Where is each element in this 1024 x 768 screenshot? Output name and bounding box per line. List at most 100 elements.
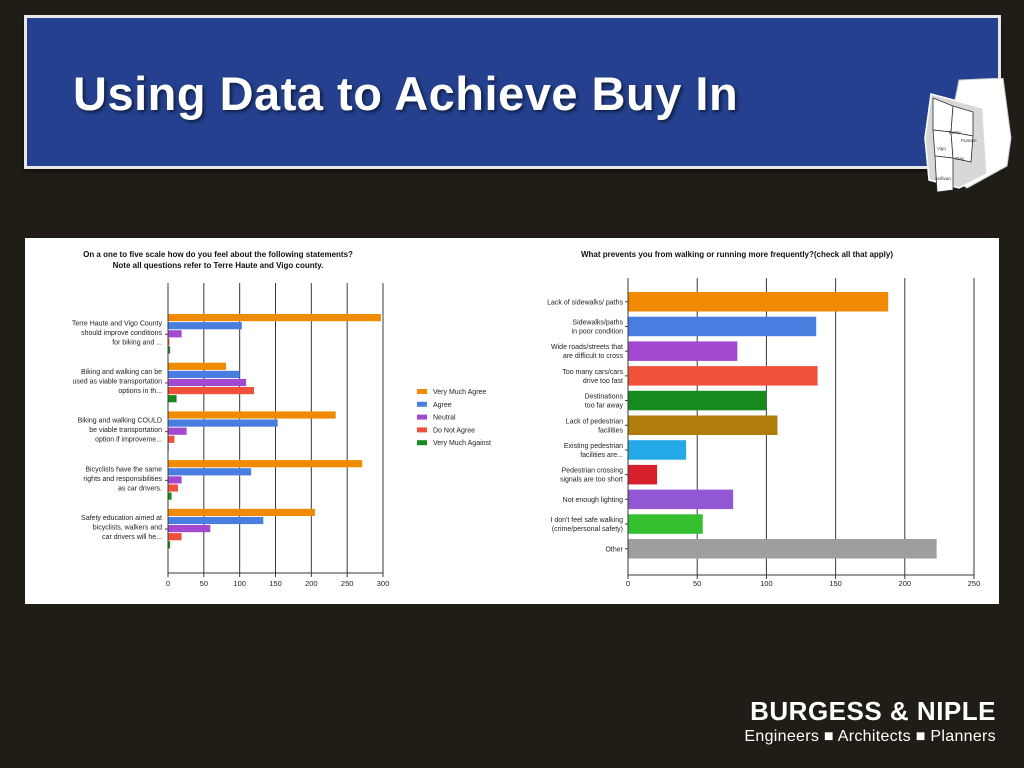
legend-swatch bbox=[417, 401, 427, 407]
bar bbox=[168, 484, 179, 492]
x-tick-label: 50 bbox=[200, 579, 208, 588]
bar bbox=[628, 415, 778, 435]
category-label: I don't feel safe walking bbox=[550, 517, 623, 524]
agreement-chart: On a one to five scale how do you feel a… bbox=[72, 250, 491, 588]
bar bbox=[168, 346, 171, 354]
category-label: drive too fast bbox=[583, 378, 623, 385]
bar bbox=[168, 378, 247, 387]
chart1-title: On a one to five scale how do you feel a… bbox=[83, 250, 353, 259]
bar bbox=[168, 476, 182, 484]
category-label: option if improveme... bbox=[95, 437, 162, 444]
category-label: Sidewalks/paths bbox=[572, 319, 623, 326]
bar bbox=[168, 314, 381, 322]
category-label: as car drivers. bbox=[118, 485, 162, 492]
category-label: Destinations bbox=[584, 394, 623, 401]
chart-panel: On a one to five scale how do you feel a… bbox=[25, 238, 999, 604]
legend-label: Very Much Agree bbox=[433, 389, 486, 396]
category-label: facilities bbox=[598, 427, 623, 434]
legend-swatch bbox=[417, 389, 427, 394]
category-label: Lack of sidewalks/ paths bbox=[547, 299, 623, 306]
bar bbox=[628, 539, 937, 559]
bar bbox=[628, 316, 817, 337]
category-label: be viable transportation bbox=[89, 427, 162, 434]
bar bbox=[628, 292, 889, 312]
bar bbox=[168, 395, 177, 403]
slide-title: Using Data to Achieve Buy In bbox=[73, 67, 739, 120]
legend-label: Agree bbox=[433, 402, 452, 409]
x-tick-label: 50 bbox=[693, 579, 701, 588]
category-label: used as viable transportation bbox=[73, 378, 163, 385]
map-label: Vigo bbox=[937, 146, 946, 151]
legend-swatch bbox=[417, 414, 427, 420]
bar bbox=[168, 419, 278, 427]
category-label: too far away bbox=[585, 403, 624, 410]
bar bbox=[168, 533, 182, 541]
category-label: in poor condition bbox=[572, 328, 623, 335]
category-label: signals are too short bbox=[560, 477, 623, 484]
category-label: Existing pedestrian bbox=[564, 443, 623, 450]
chart1-subtitle: Note all questions refer to Terre Haute … bbox=[113, 261, 324, 270]
chart2-title: What prevents you from walking or runnin… bbox=[581, 250, 893, 259]
category-label: Terre Haute and Vigo County bbox=[72, 320, 163, 327]
bar bbox=[168, 508, 315, 516]
county-map-graphic: Parke Putnam Vigo Clay Sullivan bbox=[924, 77, 1012, 193]
category-label: Lack of pedestrian bbox=[566, 418, 623, 425]
category-label: car drivers will he... bbox=[102, 534, 162, 541]
bar bbox=[168, 516, 264, 525]
category-label: Biking and walking COULD bbox=[78, 418, 162, 425]
category-label: facilities are... bbox=[580, 452, 623, 459]
bar bbox=[168, 387, 254, 395]
bar bbox=[628, 440, 687, 460]
category-label: (crime/personal safety) bbox=[552, 526, 623, 533]
category-label: bicyclists, walkers and bbox=[93, 525, 162, 532]
bar bbox=[168, 370, 240, 378]
category-label: rights and responsibilities bbox=[83, 476, 162, 483]
title-banner: Using Data to Achieve Buy In Parke Putna… bbox=[24, 15, 1012, 193]
map-label: Parke bbox=[949, 130, 961, 135]
category-label: Too many cars/cars bbox=[562, 369, 623, 376]
category-label: Biking and walking can be bbox=[81, 369, 162, 376]
company-tagline: Engineers ■ Architects ■ Planners bbox=[744, 728, 996, 745]
company-name: BURGESS & NIPLE bbox=[750, 696, 996, 726]
bar bbox=[168, 362, 227, 370]
x-tick-label: 150 bbox=[269, 579, 282, 588]
category-label: Safety education aimed at bbox=[81, 515, 162, 522]
barriers-chart: What prevents you from walking or runnin… bbox=[547, 250, 980, 588]
legend-label: Do Not Agree bbox=[433, 427, 475, 434]
x-tick-label: 250 bbox=[341, 579, 354, 588]
bar bbox=[168, 322, 242, 330]
category-label: options in th... bbox=[118, 388, 162, 395]
category-label: Other bbox=[605, 546, 623, 553]
category-label: Bicyclists have the same bbox=[85, 466, 162, 473]
category-label: are difficult to cross bbox=[563, 353, 624, 360]
legend-label: Neutral bbox=[433, 415, 456, 422]
category-label: Not enough lighting bbox=[563, 497, 623, 504]
bar bbox=[168, 338, 170, 346]
bar bbox=[628, 341, 738, 361]
bar bbox=[628, 489, 734, 510]
bar bbox=[168, 492, 172, 500]
bar bbox=[628, 390, 767, 411]
bar bbox=[168, 411, 336, 419]
x-tick-label: 0 bbox=[626, 579, 630, 588]
x-tick-label: 200 bbox=[899, 579, 912, 588]
map-label: Sullivan bbox=[935, 176, 951, 181]
bar bbox=[628, 464, 658, 485]
bar bbox=[168, 330, 182, 338]
bar bbox=[168, 460, 363, 468]
legend-swatch bbox=[417, 427, 427, 433]
bar bbox=[168, 525, 211, 533]
bar bbox=[168, 435, 175, 443]
category-label: for biking and ... bbox=[112, 339, 162, 346]
map-label: Clay bbox=[955, 156, 965, 161]
x-tick-label: 300 bbox=[377, 579, 390, 588]
x-tick-label: 150 bbox=[829, 579, 842, 588]
bar bbox=[628, 514, 703, 534]
x-tick-label: 100 bbox=[233, 579, 246, 588]
x-tick-label: 100 bbox=[760, 579, 773, 588]
indiana-county-map: Parke Putnam Vigo Clay Sullivan bbox=[907, 77, 1019, 203]
legend-label: Very Much Against bbox=[433, 440, 491, 447]
company-brand: BURGESS & NIPLE Engineers ■ Architects ■… bbox=[744, 696, 996, 746]
bar bbox=[168, 541, 171, 549]
legend-swatch bbox=[417, 440, 427, 446]
